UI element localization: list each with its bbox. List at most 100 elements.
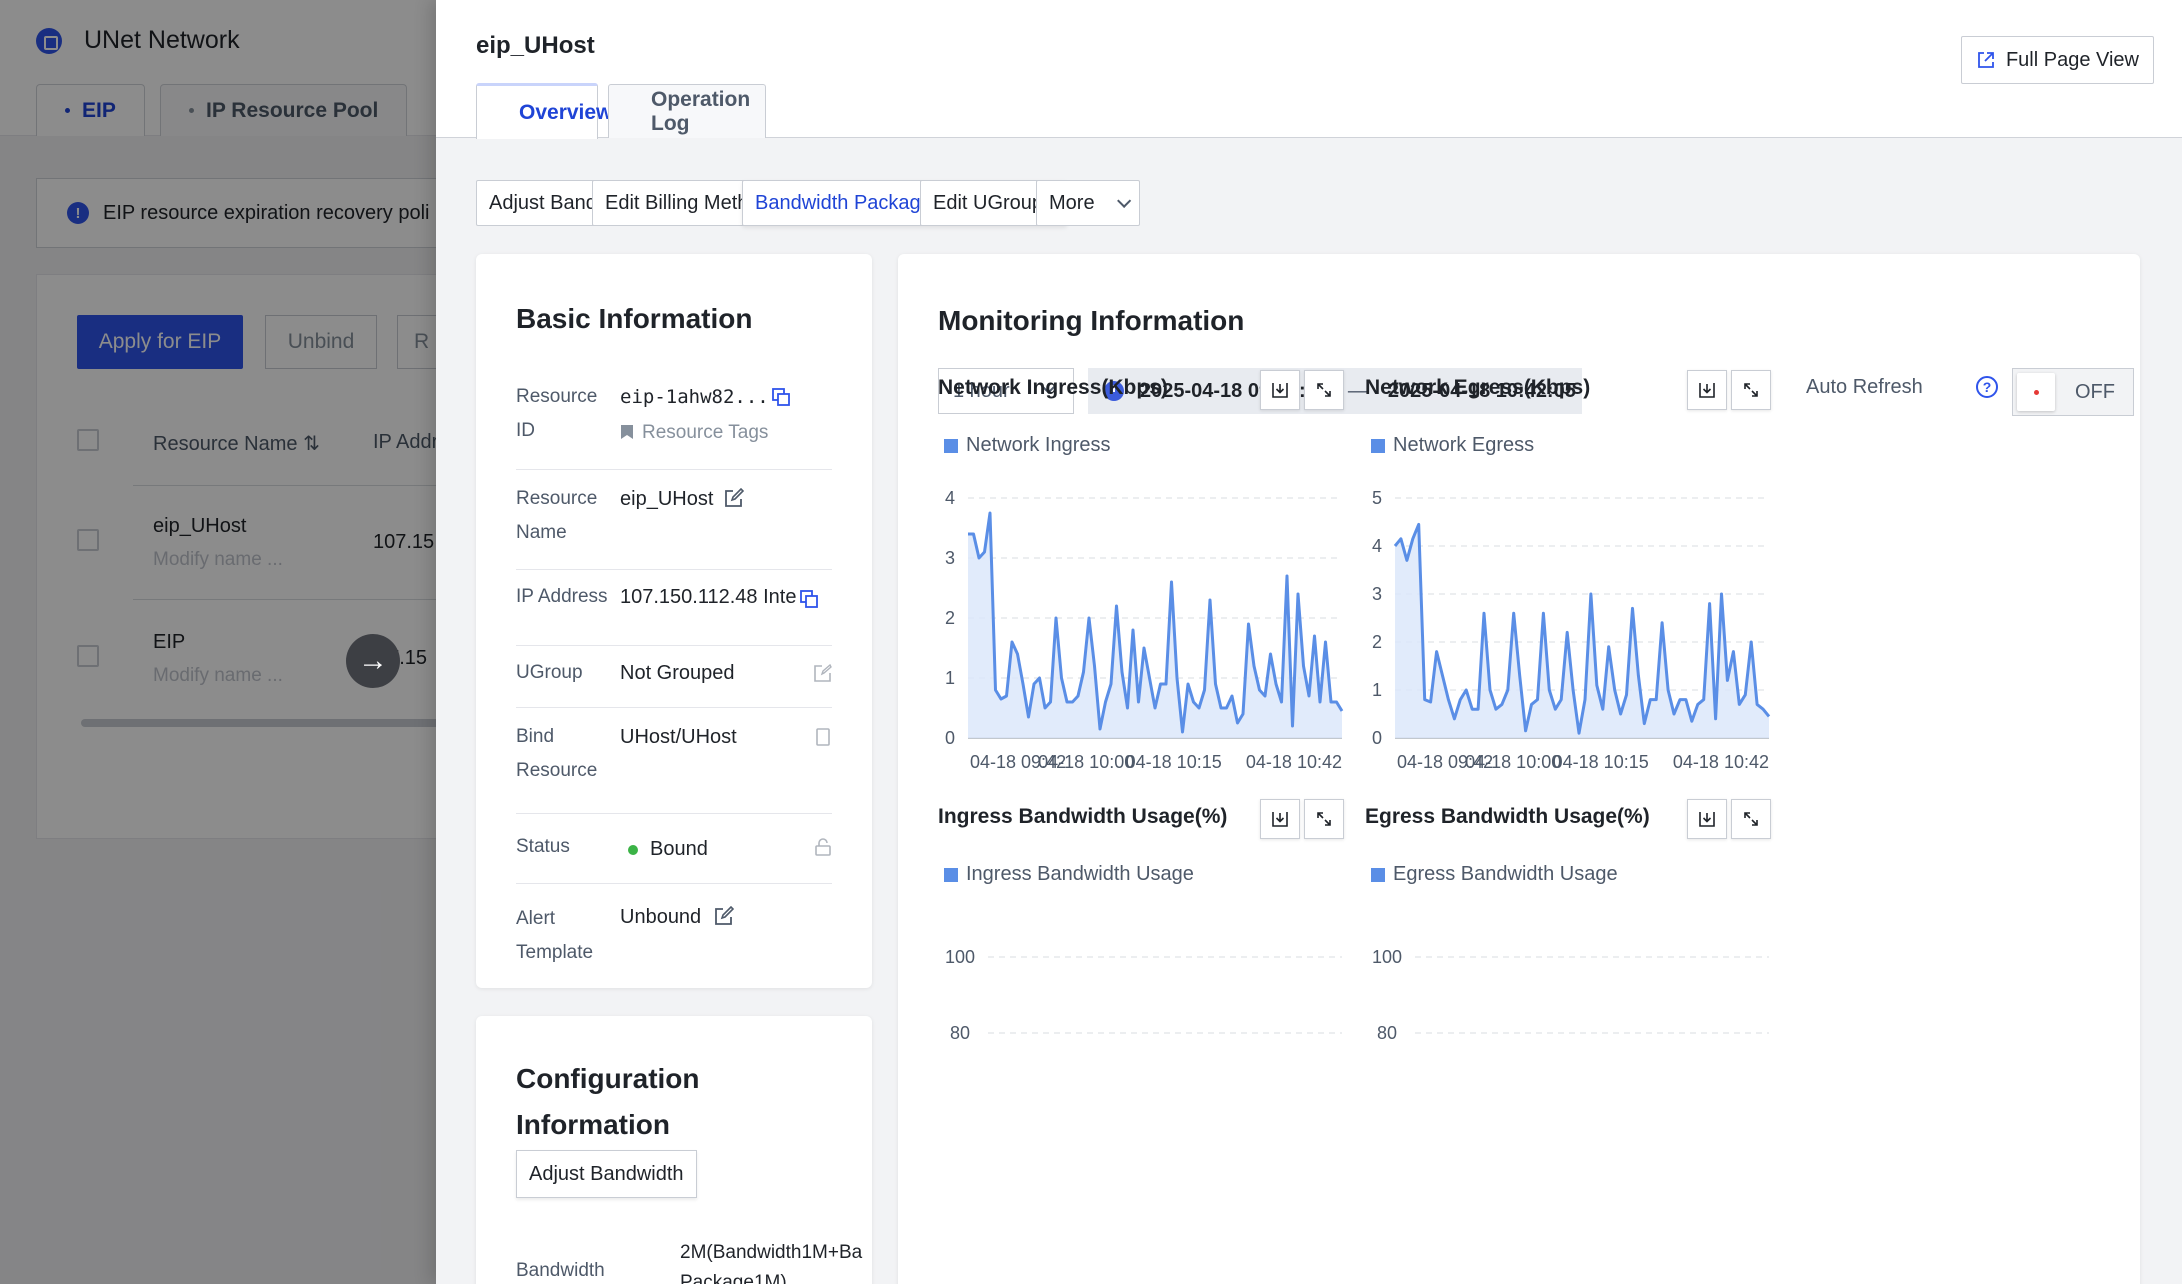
download-icon[interactable] [1260, 370, 1300, 410]
unbind-icon[interactable] [816, 728, 830, 746]
select-all-checkbox[interactable] [77, 429, 99, 451]
more-dropdown-label: More [1049, 191, 1095, 214]
legend-swatch [944, 438, 958, 453]
row-name[interactable]: EIP [153, 631, 186, 653]
legend-swatch [1371, 867, 1385, 882]
help-icon[interactable]: ? [1976, 376, 1998, 398]
ip-address-label: IP Address [516, 586, 608, 607]
edit-ugroup-button[interactable]: Edit UGroup [920, 180, 1057, 226]
tag-icon [621, 425, 633, 439]
chart-title: Network Egress(Kbps) [1365, 376, 1591, 399]
edit-icon[interactable] [714, 906, 734, 926]
expand-icon[interactable] [1731, 370, 1771, 410]
expand-icon[interactable] [1304, 799, 1344, 839]
bandwidth-label: Bandwidth [516, 1260, 605, 1281]
expand-icon[interactable] [1731, 799, 1771, 839]
apply-eip-button[interactable]: Apply for EIP [77, 315, 243, 369]
full-page-view-label: Full Page View [2005, 48, 2139, 71]
chart-plot: 100 80 [1372, 947, 1769, 1043]
legend-label: Egress Bandwidth Usage [1393, 863, 1618, 885]
download-icon[interactable] [1687, 370, 1727, 410]
expiration-notice: ! EIP resource expiration recovery poli [36, 178, 456, 248]
more-dropdown-button[interactable]: More [1036, 180, 1140, 226]
horizontal-scrollbar[interactable] [81, 719, 457, 727]
y-tick-label: 80 [1377, 1023, 1397, 1043]
column-resource-name[interactable]: Resource Name ⇅ [153, 433, 320, 455]
chart-legend[interactable]: Network Egress [1371, 434, 1534, 457]
edit-icon[interactable] [724, 488, 744, 508]
chart-legend[interactable]: Network Ingress [944, 434, 1111, 457]
y-tick-label: 3 [1372, 584, 1382, 604]
chart-legend[interactable]: Ingress Bandwidth Usage [944, 863, 1194, 886]
toggle-state: OFF [2075, 381, 2115, 403]
ugroup-value: Not Grouped [620, 662, 735, 684]
legend-swatch [1371, 438, 1385, 453]
tab-operation-log-label: Operation Log [651, 87, 751, 135]
expand-icon[interactable] [1304, 370, 1344, 410]
row-modify-name[interactable]: Modify name ... [153, 549, 283, 570]
row-checkbox[interactable] [77, 645, 99, 667]
auto-refresh-toggle[interactable]: OFF [2012, 368, 2134, 416]
chart-legend[interactable]: Egress Bandwidth Usage [1371, 863, 1618, 886]
resource-id-label: Resource ID [516, 386, 598, 441]
row-checkbox[interactable] [77, 529, 99, 551]
row-modify-name[interactable]: Modify name ... [153, 665, 283, 686]
chevron-down-icon [1116, 193, 1131, 208]
x-tick-label: 04-18 10:15 [1126, 752, 1222, 772]
time-range-select[interactable]: 1 hour [938, 368, 1074, 414]
full-page-view-button[interactable]: Full Page View [1960, 36, 2154, 84]
x-tick-label: 04-18 10:00 [1038, 752, 1134, 772]
y-tick-label: 2 [945, 608, 955, 628]
column-resource-name-label: Resource Name [153, 433, 298, 455]
y-tick-label: 4 [1372, 536, 1382, 556]
chart-plot: 100 80 [945, 947, 1342, 1043]
monitoring-information-title: Monitoring Information [938, 305, 1245, 336]
alert-template-label: Alert Template [516, 908, 594, 963]
x-tick-label: 04-18 10:15 [1553, 752, 1649, 772]
edit-icon[interactable] [814, 664, 832, 682]
detail-drawer: eip_UHost Full Page View Overview Operat… [436, 0, 2182, 1284]
time-range-value: 1 hour [953, 379, 1010, 402]
tab-overview[interactable]: Overview [476, 83, 612, 139]
drawer-title: eip_UHost [476, 32, 595, 59]
bind-resource-value: UHost/UHost [620, 726, 737, 748]
ugroup-row: UGroup Not Grouped [516, 646, 832, 708]
legend-label: Network Egress [1393, 434, 1535, 456]
configuration-information-card: Configuration Information Adjust Bandwid… [476, 1016, 872, 1284]
y-tick-label: 3 [945, 548, 955, 568]
lock-icon [815, 838, 831, 856]
tab-operation-log[interactable]: Operation Log [608, 84, 766, 138]
clock-icon [1104, 381, 1124, 401]
tab-eip[interactable]: EIP [36, 84, 145, 136]
ip-type-text: Inte [763, 586, 797, 608]
basic-information-card: Basic Information Resource ID eip-1ahw82… [476, 254, 872, 988]
resource-tags-link[interactable]: Resource Tags [642, 422, 769, 443]
arrow-right-icon[interactable]: → [346, 634, 400, 688]
status-dot-icon [628, 844, 638, 855]
ip-address-text: 107.150.112.48 [620, 586, 758, 608]
resource-id-row: Resource ID eip-1ahw82... Resource Tags [516, 380, 832, 470]
legend-label: Ingress Bandwidth Usage [966, 863, 1194, 885]
config-adjust-bandwidth-button[interactable]: Adjust Bandwidth [516, 1150, 697, 1198]
info-icon: ! [67, 202, 89, 224]
y-tick-label: 5 [1372, 488, 1382, 508]
monitoring-information-card: Monitoring Information 1 hour 2025-04-18… [898, 254, 2140, 1284]
x-tick-label: 04-18 09:42 [970, 752, 1066, 772]
download-icon[interactable] [1687, 799, 1727, 839]
y-tick-label: 1 [945, 668, 955, 688]
tab-ip-resource-pool[interactable]: IP Resource Pool [160, 84, 408, 136]
app-title: UNet Network [84, 26, 240, 54]
row-name[interactable]: eip_UHost [153, 515, 247, 537]
alert-template-row: Alert Template Unbound [516, 894, 832, 974]
copy-icon[interactable] [772, 388, 790, 406]
unbind-button[interactable]: Unbind [265, 315, 377, 369]
status-value: Bound [628, 832, 708, 866]
chart-title: Network Ingress(Kbps) [938, 376, 1168, 399]
eip-list-card: Apply for EIP Unbind R Resource Name ⇅ I… [36, 274, 457, 839]
resource-name-row: Resource Name eip_UHost [516, 482, 832, 570]
download-icon[interactable] [1260, 799, 1300, 839]
copy-icon[interactable] [800, 590, 818, 608]
chart-title: Ingress Bandwidth Usage(%) [938, 805, 1228, 828]
ip-address-row: IP Address 107.150.112.48 Inte [516, 580, 832, 646]
x-tick-label: 04-18 10:00 [1465, 752, 1561, 772]
